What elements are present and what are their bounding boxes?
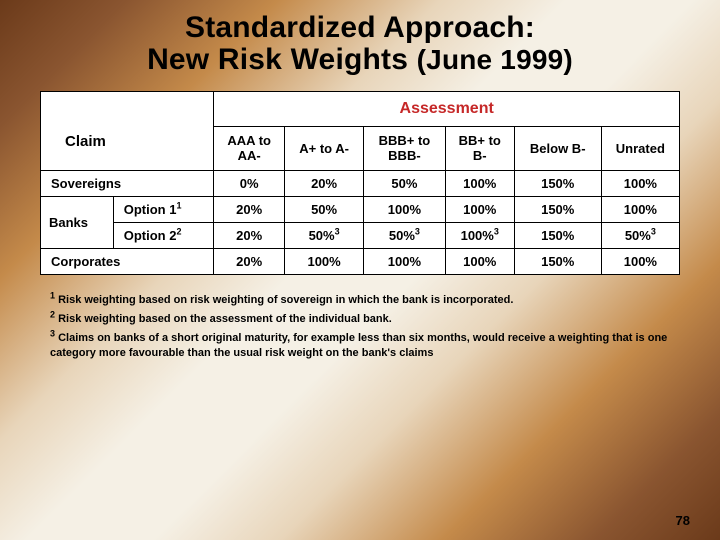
row-banks-opt1: Banks Option 11 20% 50% 100% 100% 150% 1… bbox=[41, 196, 680, 222]
claim-header: Claim bbox=[41, 91, 214, 170]
b1-v4: 150% bbox=[514, 196, 601, 222]
row-corporates: Corporates 20% 100% 100% 100% 150% 100% bbox=[41, 248, 680, 274]
col-hdr-1: A+ to A- bbox=[285, 126, 364, 170]
footnotes: 1 Risk weighting based on risk weighting… bbox=[50, 293, 670, 360]
b2-v0: 20% bbox=[214, 222, 285, 248]
assessment-header: Assessment bbox=[214, 91, 680, 126]
col-hdr-3: BB+ toB- bbox=[445, 126, 514, 170]
sov-v1: 20% bbox=[285, 170, 364, 196]
corp-v0: 20% bbox=[214, 248, 285, 274]
b1-v5: 100% bbox=[601, 196, 679, 222]
corp-v3: 100% bbox=[445, 248, 514, 274]
row-banks-opt2: Option 22 20% 50%3 50%3 100%3 150% 50%3 bbox=[41, 222, 680, 248]
sov-v3: 100% bbox=[445, 170, 514, 196]
b2-v5: 50%3 bbox=[601, 222, 679, 248]
page-number: 78 bbox=[676, 513, 690, 528]
sov-v2: 50% bbox=[364, 170, 446, 196]
b2-v4: 150% bbox=[514, 222, 601, 248]
b2-v3: 100%3 bbox=[445, 222, 514, 248]
sovereigns-label: Sovereigns bbox=[41, 170, 214, 196]
sov-v0: 0% bbox=[214, 170, 285, 196]
title-line1: Standardized Approach: bbox=[185, 11, 535, 44]
row-sovereigns: Sovereigns 0% 20% 50% 100% 150% 100% bbox=[41, 170, 680, 196]
claim-label-text: Claim bbox=[47, 111, 207, 150]
footnote-1: 1 Risk weighting based on risk weighting… bbox=[50, 293, 670, 308]
corp-v4: 150% bbox=[514, 248, 601, 274]
col-hdr-5: Unrated bbox=[601, 126, 679, 170]
b1-v3: 100% bbox=[445, 196, 514, 222]
sov-v4: 150% bbox=[514, 170, 601, 196]
opt1-label: Option 11 bbox=[113, 196, 214, 222]
assessment-row: Claim Assessment bbox=[41, 91, 680, 126]
corporates-label: Corporates bbox=[41, 248, 214, 274]
banks-label: Banks bbox=[41, 196, 114, 248]
slide: Standardized Approach: New Risk Weights … bbox=[0, 0, 720, 540]
corp-v5: 100% bbox=[601, 248, 679, 274]
col-hdr-0: AAA toAA- bbox=[214, 126, 285, 170]
b2-v1: 50%3 bbox=[285, 222, 364, 248]
sov-v5: 100% bbox=[601, 170, 679, 196]
col-hdr-2: BBB+ toBBB- bbox=[364, 126, 446, 170]
slide-title: Standardized Approach: New Risk Weights … bbox=[30, 12, 690, 77]
corp-v1: 100% bbox=[285, 248, 364, 274]
b1-v1: 50% bbox=[285, 196, 364, 222]
risk-weight-table: Claim Assessment AAA toAA- A+ to A- BBB+… bbox=[40, 91, 680, 275]
b1-v0: 20% bbox=[214, 196, 285, 222]
footnote-2: 2 Risk weighting based on the assessment… bbox=[50, 312, 670, 327]
col-hdr-4: Below B- bbox=[514, 126, 601, 170]
b2-v2: 50%3 bbox=[364, 222, 446, 248]
corp-v2: 100% bbox=[364, 248, 446, 274]
opt2-label: Option 22 bbox=[113, 222, 214, 248]
b1-v2: 100% bbox=[364, 196, 446, 222]
footnote-3: 3 Claims on banks of a short original ma… bbox=[50, 331, 670, 361]
title-line2: New Risk Weights bbox=[147, 43, 408, 76]
title-paren: (June 1999) bbox=[417, 44, 573, 75]
